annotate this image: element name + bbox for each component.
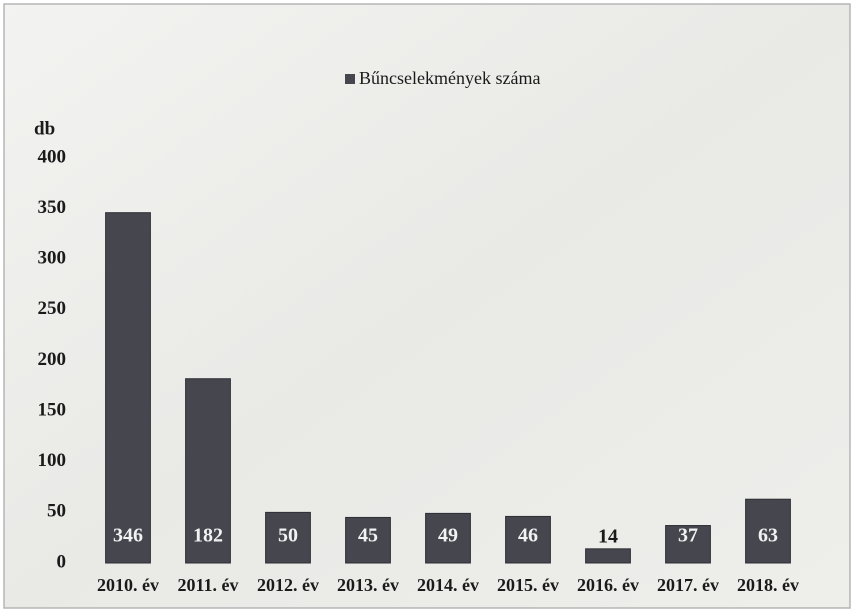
x-tick-label: 2016. év [577, 575, 639, 595]
bar [105, 212, 151, 564]
data-label: 14 [598, 525, 618, 547]
data-label: 37 [678, 525, 698, 547]
y-tick-label: 300 [38, 248, 67, 269]
y-tick-label: 400 [38, 146, 67, 167]
y-tick-label: 200 [38, 349, 67, 370]
data-label: 49 [438, 525, 458, 547]
x-tick-label: 2010. év [97, 575, 159, 595]
x-tick-label: 2011. év [178, 575, 239, 595]
x-tick-label: 2012. év [257, 575, 319, 595]
bar [185, 378, 231, 564]
bar [585, 548, 631, 564]
data-label: 50 [278, 525, 298, 547]
bar [505, 515, 551, 564]
y-tick-label: 50 [47, 501, 66, 522]
bar [665, 525, 711, 564]
x-tick-label: 2018. év [737, 575, 799, 595]
legend-label: Bűncselekmények száma [359, 68, 540, 88]
y-tick-label: 0 [57, 551, 67, 572]
x-tick-label: 2017. év [657, 575, 719, 595]
bar [425, 512, 471, 564]
bar [745, 498, 791, 564]
x-tick-label: 2015. év [497, 575, 559, 595]
legend-swatch [345, 74, 355, 84]
data-label: 45 [358, 525, 378, 547]
data-label: 346 [113, 525, 143, 547]
bar [265, 511, 311, 564]
data-label: 63 [758, 525, 778, 547]
y-tick-label: 350 [38, 197, 67, 218]
bar [345, 516, 391, 564]
y-axis-label: db [34, 118, 55, 139]
y-tick-label: 150 [38, 399, 67, 420]
data-label: 46 [518, 525, 538, 547]
x-tick-label: 2013. év [337, 575, 399, 595]
y-tick-label: 250 [38, 298, 67, 319]
y-tick-label: 100 [38, 450, 67, 471]
x-tick-label: 2014. év [417, 575, 479, 595]
data-label: 182 [193, 525, 223, 547]
